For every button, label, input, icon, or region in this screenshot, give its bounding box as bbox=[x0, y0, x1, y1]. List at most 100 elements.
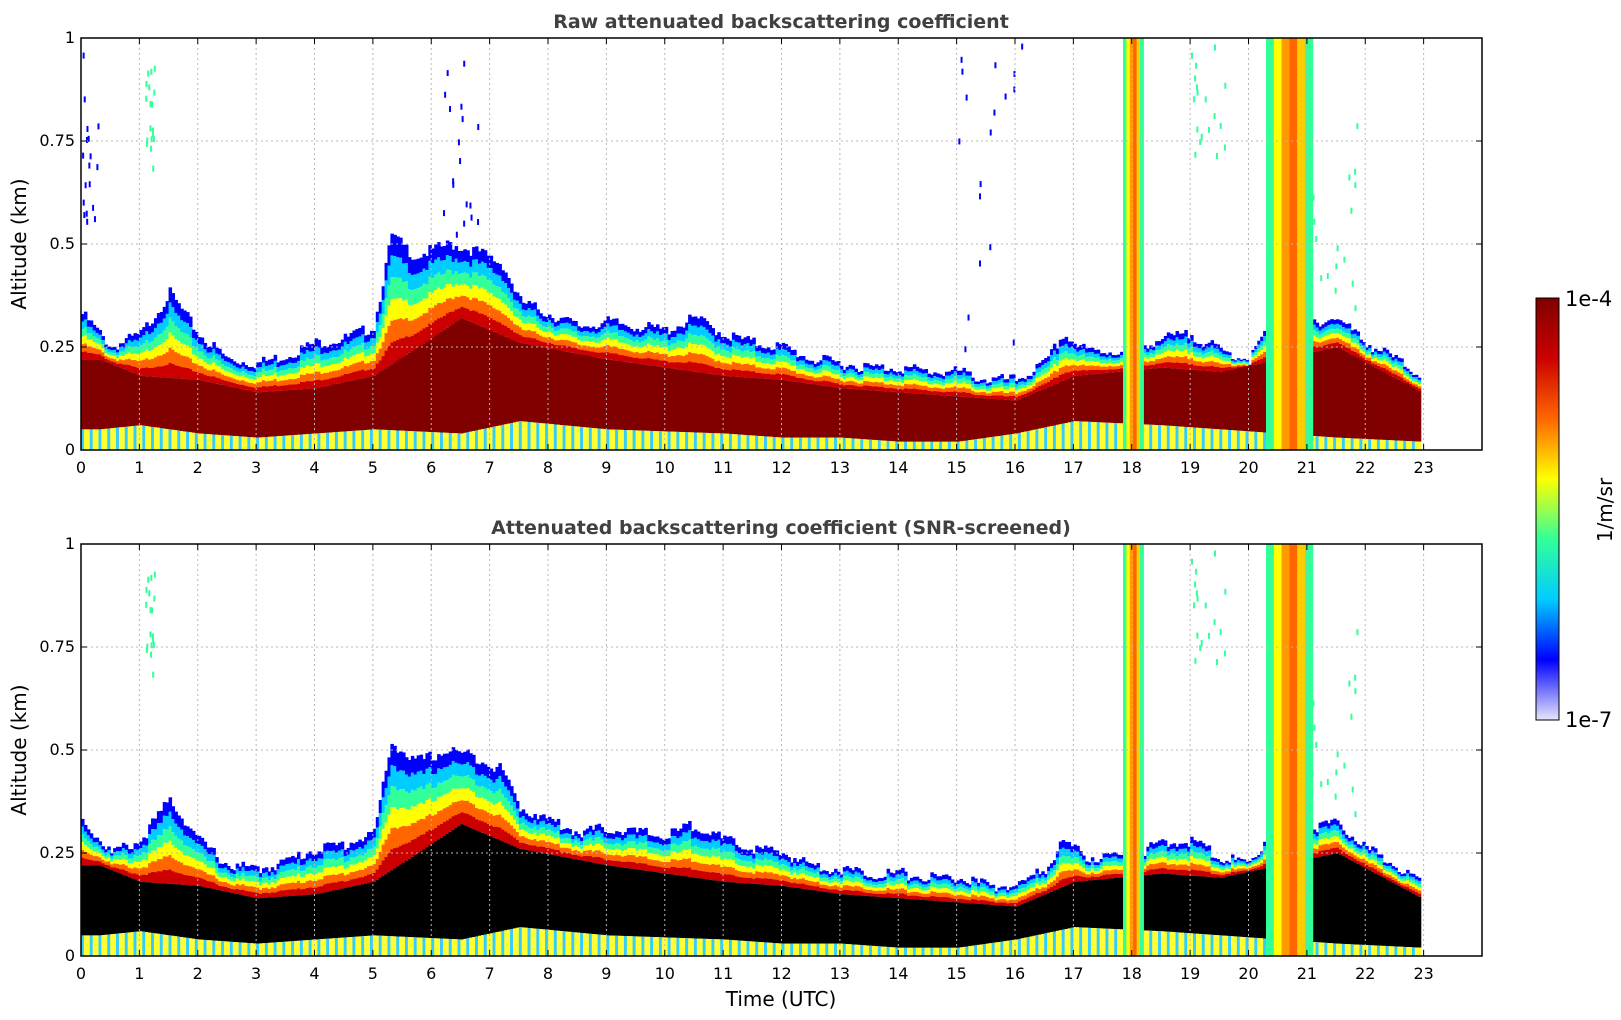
heatmap-cell bbox=[1096, 349, 1101, 354]
heatmap-cell bbox=[1076, 370, 1080, 376]
heatmap-cell bbox=[971, 377, 975, 381]
heatmap-cell bbox=[1152, 368, 1156, 425]
heatmap-cell bbox=[860, 377, 864, 381]
heatmap-cell bbox=[457, 801, 462, 814]
heatmap-cell bbox=[1055, 371, 1060, 378]
heatmap-cell bbox=[1152, 346, 1156, 351]
heatmap-cell bbox=[437, 272, 441, 288]
heatmap-cell bbox=[1318, 350, 1323, 437]
heatmap-cell bbox=[285, 435, 289, 450]
heatmap-cell bbox=[1379, 357, 1384, 361]
heatmap-cell bbox=[428, 782, 432, 799]
heatmap-cell bbox=[874, 386, 879, 391]
heatmap-cell bbox=[445, 269, 450, 285]
heatmap-cell bbox=[568, 346, 572, 353]
heatmap-cell bbox=[1245, 360, 1250, 362]
heatmap-cell bbox=[810, 380, 815, 385]
heatmap-cell bbox=[107, 846, 111, 851]
heatmap-cell bbox=[1038, 362, 1042, 368]
heatmap-cell bbox=[597, 337, 602, 343]
heatmap-cell bbox=[387, 776, 391, 796]
heatmap-cell bbox=[261, 380, 266, 387]
heatmap-cell bbox=[261, 362, 266, 369]
heatmap-cell bbox=[600, 346, 605, 353]
heatmap-cell bbox=[226, 371, 231, 377]
heatmap-cell bbox=[1219, 347, 1223, 352]
heatmap-cell bbox=[273, 379, 278, 386]
heatmap-cell bbox=[238, 368, 243, 373]
heatmap-cell bbox=[720, 362, 724, 370]
heatmap-cell bbox=[212, 376, 216, 384]
heatmap-cell bbox=[1146, 362, 1150, 366]
heatmap-cell bbox=[396, 257, 400, 278]
heatmap-cell bbox=[276, 896, 281, 943]
heatmap-cell bbox=[142, 376, 146, 426]
heatmap-cell bbox=[1312, 330, 1317, 336]
heatmap-cell bbox=[399, 257, 403, 278]
heatmap-cell bbox=[784, 349, 788, 357]
heatmap-cell bbox=[177, 378, 181, 431]
heatmap-cell bbox=[530, 324, 535, 332]
heatmap-cell bbox=[1035, 368, 1039, 374]
heatmap-cell bbox=[294, 940, 298, 956]
heatmap-cell bbox=[434, 305, 438, 321]
heatmap-cell bbox=[124, 348, 129, 355]
heatmap-cell bbox=[1406, 368, 1410, 372]
heatmap-cell bbox=[454, 775, 459, 789]
heatmap-cell bbox=[550, 348, 555, 425]
heatmap-cell bbox=[790, 437, 794, 450]
heatmap-cell bbox=[1219, 359, 1223, 364]
heatmap-cell bbox=[571, 352, 575, 427]
heatmap-cell bbox=[1087, 347, 1092, 353]
heatmap-cell bbox=[594, 338, 599, 344]
heatmap-cell bbox=[746, 349, 750, 357]
heatmap-cell bbox=[116, 855, 120, 860]
heatmap-cell bbox=[743, 377, 748, 435]
heatmap-cell bbox=[413, 838, 418, 855]
heatmap-cell bbox=[171, 832, 175, 846]
heatmap-cell bbox=[1096, 353, 1101, 358]
heatmap-cell bbox=[1201, 354, 1206, 359]
heatmap-cell bbox=[463, 825, 467, 939]
heatmap-cell bbox=[507, 277, 511, 288]
heatmap-cell bbox=[396, 866, 400, 937]
heatmap-cell bbox=[253, 886, 257, 893]
heatmap-cell bbox=[860, 383, 864, 387]
heatmap-cell bbox=[457, 751, 462, 764]
heatmap-cell bbox=[1318, 330, 1323, 335]
heatmap-cell bbox=[545, 316, 549, 323]
cloud-speck bbox=[145, 95, 148, 102]
heatmap-cell bbox=[1120, 358, 1124, 362]
heatmap-cell bbox=[623, 325, 628, 332]
heatmap-cell bbox=[253, 897, 257, 944]
heatmap-cell bbox=[1058, 360, 1063, 368]
heatmap-cell bbox=[877, 440, 882, 450]
heatmap-cell bbox=[486, 329, 491, 428]
heatmap-cell bbox=[384, 822, 389, 840]
heatmap-cell bbox=[521, 329, 526, 337]
heatmap-cell bbox=[92, 353, 97, 360]
heatmap-cell bbox=[1359, 356, 1363, 360]
heatmap-cell bbox=[1149, 368, 1153, 425]
heatmap-cell bbox=[752, 364, 756, 372]
heatmap-cell bbox=[1371, 363, 1375, 366]
heatmap-cell bbox=[139, 875, 143, 882]
heatmap-cell bbox=[863, 367, 867, 372]
heatmap-cell bbox=[834, 365, 838, 371]
heatmap-cell bbox=[527, 308, 532, 316]
heatmap-cell bbox=[139, 881, 143, 932]
heatmap-cell bbox=[1321, 345, 1325, 351]
heatmap-cell bbox=[407, 760, 412, 777]
heatmap-cell bbox=[101, 352, 105, 357]
heatmap-cell bbox=[559, 345, 564, 351]
heatmap-cell bbox=[226, 362, 231, 368]
heatmap-cell bbox=[641, 430, 645, 450]
heatmap-cell bbox=[440, 317, 444, 332]
heatmap-cell bbox=[177, 430, 181, 450]
heatmap-cell bbox=[507, 287, 511, 298]
heatmap-cell bbox=[477, 263, 482, 277]
heatmap-cell bbox=[953, 366, 958, 372]
heatmap-cell bbox=[92, 846, 97, 852]
heatmap-cell bbox=[256, 887, 260, 893]
heatmap-cell bbox=[232, 874, 237, 878]
